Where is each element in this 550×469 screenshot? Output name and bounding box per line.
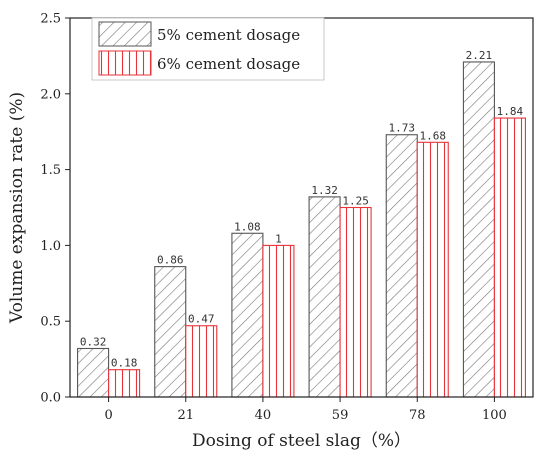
legend-swatch-6pct [98,50,152,76]
y-tick-label: 2.5 [40,12,61,27]
data-label-5pct: 1.08 [234,220,261,233]
data-label-5pct: 0.86 [157,254,184,267]
data-label-5pct: 1.32 [311,184,338,197]
data-label-6pct: 1 [275,232,282,245]
bar-5pct-40 [231,232,264,398]
data-label-5pct: 2.21 [466,49,493,62]
legend-swatch-5pct [98,21,152,47]
bar-6pct-40 [262,244,295,398]
bar-6pct-59 [339,206,372,398]
y-tick-label: 0.0 [40,391,61,406]
x-tick-label: 78 [409,408,426,423]
bar-6pct-100 [493,117,526,398]
bar-5pct-100 [462,61,495,398]
bar-6pct-78 [416,141,449,398]
x-axis-title: Dosing of steel slag（%） [192,431,411,451]
data-label-5pct: 1.73 [389,122,416,135]
data-label-6pct: 1.25 [342,195,369,208]
data-label-6pct: 1.68 [420,129,447,142]
legend: 5% cement dosage 6% cement dosage [91,17,325,81]
bar-6pct-0 [108,369,141,398]
x-tick-label: 59 [332,408,349,423]
legend-label-5pct: 5% cement dosage [157,26,300,44]
y-tick-label: 2.0 [40,87,61,102]
y-tick-label: 0.5 [40,315,61,330]
y-tick-label: 1.0 [40,239,61,254]
x-tick-label: 0 [104,408,112,423]
legend-label-6pct: 6% cement dosage [157,55,300,73]
data-label-6pct: 0.18 [111,357,138,370]
bar-5pct-21 [154,266,187,398]
bar-5pct-59 [308,196,341,398]
bar-5pct-78 [385,134,418,398]
x-tick-label: 21 [177,408,194,423]
data-label-5pct: 0.32 [80,335,107,348]
data-label-6pct: 1.84 [497,105,524,118]
data-label-6pct: 0.47 [188,313,215,326]
x-tick-label: 100 [482,408,507,423]
x-tick-label: 40 [255,408,272,423]
bar-5pct-0 [77,347,110,398]
bar-6pct-21 [185,325,218,398]
y-tick-label: 1.5 [40,163,61,178]
y-axis-title: Volume expansion rate (%) [7,92,27,324]
